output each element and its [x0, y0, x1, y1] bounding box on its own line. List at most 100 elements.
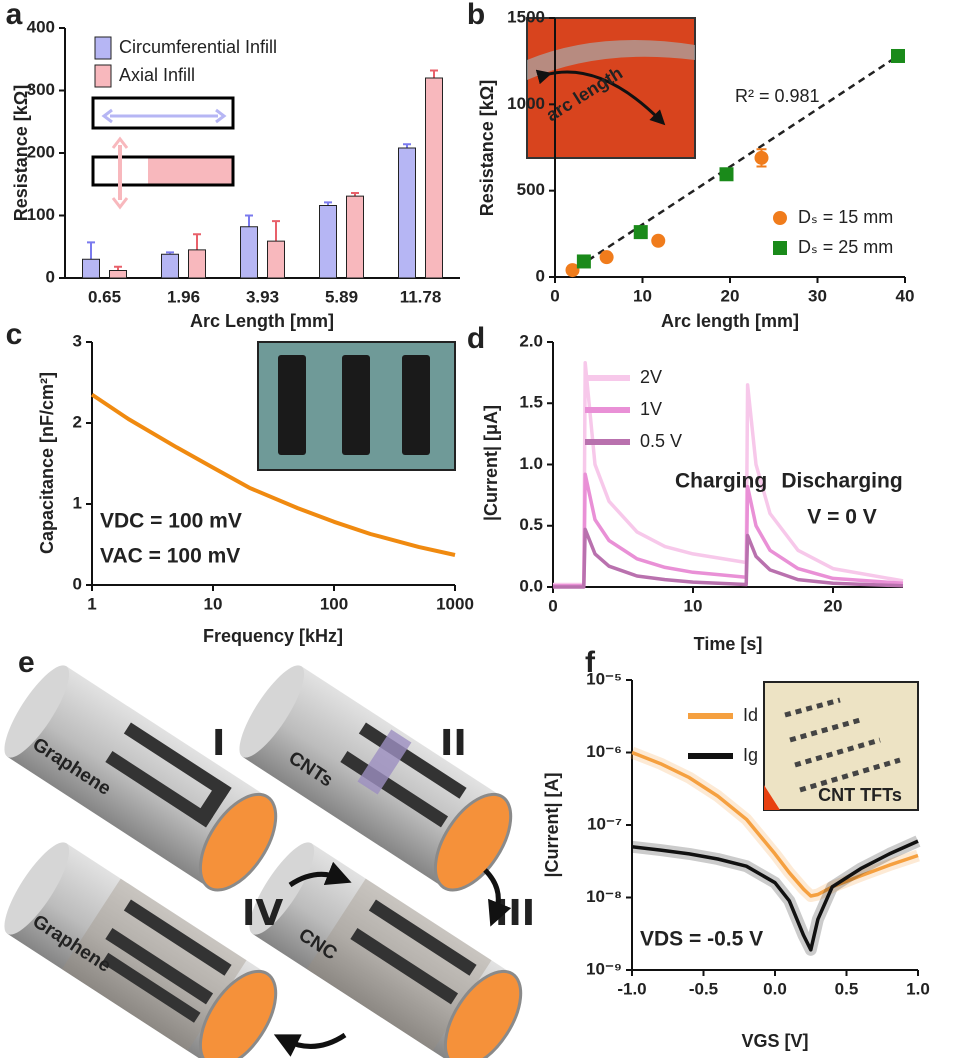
legend-label: Ig	[743, 745, 758, 765]
y-axis-title: Resistance [kΩ]	[477, 80, 497, 217]
error-bar	[403, 144, 411, 148]
x-tick-label: 11.78	[400, 287, 442, 306]
point	[577, 254, 591, 268]
x-tick-label: 1000	[436, 594, 474, 613]
y-tick-label: 1.5	[519, 393, 543, 412]
infill-icons	[93, 98, 233, 207]
inset-label: CNT TFTs	[818, 785, 902, 805]
y-tick-label: 1	[73, 493, 82, 512]
point	[634, 225, 648, 239]
x-axis-title: Frequency [kHz]	[203, 626, 343, 646]
y-axis-title: Resistance [kΩ]	[11, 85, 31, 222]
y-tick-label: 3	[73, 331, 82, 350]
step-numeral: I	[212, 723, 225, 764]
icon-fill	[148, 157, 233, 185]
legend-swatch	[95, 65, 111, 87]
y-tick-label: 10⁻⁷	[587, 814, 622, 833]
y-tick-label: 100	[27, 205, 55, 224]
y-tick-label: 1.0	[519, 454, 543, 473]
annotation: VDS = -0.5 V	[640, 928, 763, 951]
device	[402, 355, 430, 455]
bar	[162, 254, 179, 278]
x-tick-label: 0.65	[88, 287, 121, 306]
y-tick-label: 2	[73, 412, 82, 431]
x-tick-label: 3.93	[246, 287, 279, 306]
cylinder: CNC	[239, 834, 536, 1058]
legend-label: Id	[743, 705, 758, 725]
x-tick-label: 1.0	[906, 979, 930, 998]
x-tick-label: 1	[87, 594, 96, 613]
error-bar	[114, 267, 122, 271]
legend-swatch	[95, 37, 111, 59]
panel-label: c	[6, 318, 23, 351]
y-tick-label: 1000	[507, 94, 545, 113]
panel-label: b	[467, 0, 485, 31]
x-tick-label: 40	[896, 286, 915, 305]
point	[891, 49, 905, 63]
y-tick-label: 0.0	[519, 576, 543, 595]
point	[755, 151, 769, 165]
error-bar	[430, 71, 438, 79]
process-arrow	[485, 870, 498, 915]
bar	[268, 241, 285, 278]
y-tick-label: 500	[517, 180, 545, 199]
icon-box	[93, 98, 233, 128]
y-tick-label: 0	[73, 574, 82, 593]
bar	[110, 271, 127, 279]
process-arrow	[285, 1035, 345, 1046]
panel-label: a	[6, 0, 23, 31]
panel-label: e	[18, 646, 35, 679]
inset-photo	[258, 342, 455, 470]
annotation: Charging	[675, 470, 767, 493]
cylinder: CNTs	[229, 657, 526, 902]
error-bar	[272, 221, 280, 241]
x-tick-label: -1.0	[617, 979, 646, 998]
x-tick-label: 5.89	[325, 287, 358, 306]
x-axis-title: Arc Length [mm]	[190, 311, 334, 331]
y-tick-label: 1500	[507, 7, 545, 26]
y-axis-title: |Current| [A]	[542, 772, 562, 877]
legend-swatch	[773, 241, 787, 255]
x-tick-label: 20	[721, 286, 740, 305]
legend-label: 1V	[640, 399, 662, 419]
panel-label: d	[467, 322, 485, 355]
x-axis-title: Time [s]	[694, 634, 763, 654]
bar	[83, 259, 100, 278]
error-bar	[87, 242, 95, 259]
annotation: R² = 0.981	[735, 86, 820, 106]
y-tick-label: 10⁻⁵	[586, 669, 622, 688]
y-tick-label: 300	[27, 80, 55, 99]
error-bar	[193, 234, 201, 250]
bar	[399, 148, 416, 278]
bar	[189, 250, 206, 278]
y-axis-title: |Current| [μA]	[481, 405, 501, 521]
bar	[426, 78, 443, 278]
y-tick-label: 0	[46, 267, 55, 286]
annotation: VDC = 100 mV	[100, 510, 242, 533]
figure: e Graphene CNTs CNC	[0, 0, 953, 1058]
bar	[241, 227, 258, 278]
x-axis-title: VGS [V]	[741, 1031, 808, 1051]
y-tick-label: 400	[27, 17, 55, 36]
y-axis-title: Capacitance [nF/cm²]	[37, 372, 57, 554]
x-tick-label: 10	[633, 286, 652, 305]
x-tick-label: 1.96	[167, 287, 200, 306]
step-numeral: II	[440, 723, 467, 764]
step-numeral: III	[495, 893, 535, 934]
annotation: V = 0 V	[807, 506, 876, 529]
point	[600, 250, 614, 264]
device	[278, 355, 306, 455]
legend-swatch	[773, 211, 787, 225]
annotation: VAC = 100 mV	[100, 545, 240, 568]
device	[342, 355, 370, 455]
bar	[320, 206, 337, 279]
x-tick-label: 30	[808, 286, 827, 305]
y-tick-label: 10⁻⁹	[586, 959, 622, 978]
y-tick-label: 0.5	[519, 515, 543, 534]
error-bar	[245, 216, 253, 227]
legend-label: 0.5 V	[640, 431, 682, 451]
point	[651, 234, 665, 248]
x-tick-label: 0	[550, 286, 559, 305]
bar	[347, 196, 364, 278]
x-tick-label: 0.5	[835, 979, 859, 998]
